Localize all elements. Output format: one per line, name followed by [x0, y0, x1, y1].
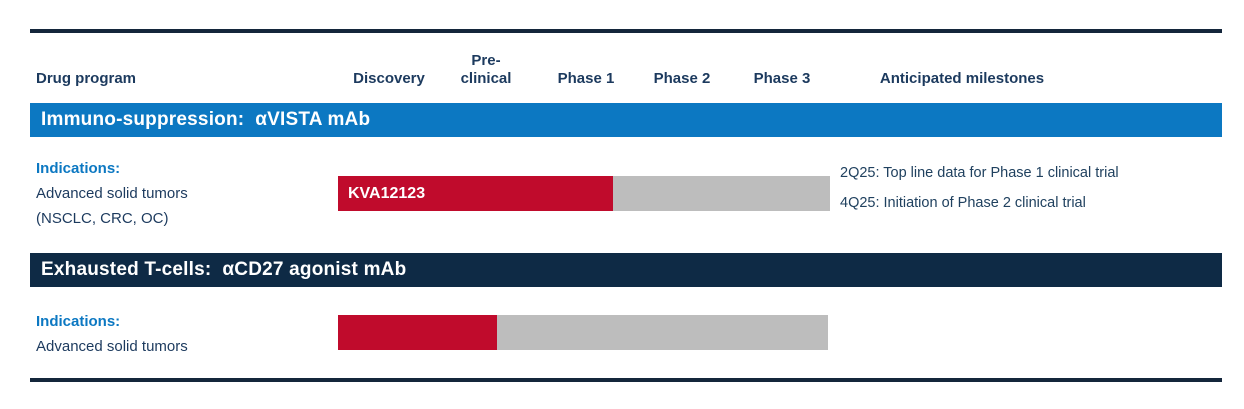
column-header-phase-3: Phase 3 — [753, 70, 811, 87]
milestone-item: 4Q25: Initiation of Phase 2 clinical tri… — [840, 195, 1086, 211]
progress-bar-kva12123: KVA12123 — [338, 176, 830, 211]
section-banner-label: Immuno-suppression: αVISTA mAb — [41, 109, 371, 130]
indications-label: Indications: — [36, 313, 121, 330]
drug-candidate-label: KVA12123 — [348, 184, 426, 202]
column-header-phase-2: Phase 2 — [653, 70, 711, 87]
milestones-block: 2Q25: Top line data for Phase 1 clinical… — [840, 163, 1119, 223]
progress-bar-fill: KVA12123 — [338, 176, 614, 211]
indication-line: Advanced solid tumors — [36, 185, 188, 202]
section-banner-label: Exhausted T-cells: αCD27 agonist mAb — [41, 259, 407, 280]
bottom-rule — [30, 378, 1222, 382]
indications-block-cd27: Indications: Advanced solid tumors — [36, 309, 188, 359]
column-header-row: Drug program Discovery Pre- clinical Pha… — [0, 0, 1244, 88]
column-header-phase-1: Phase 1 — [557, 70, 615, 87]
indication-line: (NSCLC, CRC, OC) — [36, 210, 169, 227]
indications-block-kva12123: Indications: Advanced solid tumors (NSCL… — [36, 156, 188, 231]
column-header-discovery: Discovery — [353, 70, 425, 87]
indication-line: Advanced solid tumors — [36, 338, 188, 355]
progress-bar-fill — [338, 315, 497, 350]
column-header-drug-program: Drug program — [36, 70, 137, 87]
milestone-item: 2Q25: Top line data for Phase 1 clinical… — [840, 165, 1119, 181]
section-banner-immuno-suppression: Immuno-suppression: αVISTA mAb — [30, 103, 1222, 137]
top-rule — [30, 29, 1222, 33]
section-banner-exhausted-t-cells: Exhausted T-cells: αCD27 agonist mAb — [30, 253, 1222, 287]
column-header-anticipated-milestones: Anticipated milestones — [879, 70, 1045, 87]
column-header-preclinical: Pre- clinical — [460, 52, 512, 87]
progress-bar-cd27 — [338, 315, 828, 350]
indications-label: Indications: — [36, 160, 121, 177]
